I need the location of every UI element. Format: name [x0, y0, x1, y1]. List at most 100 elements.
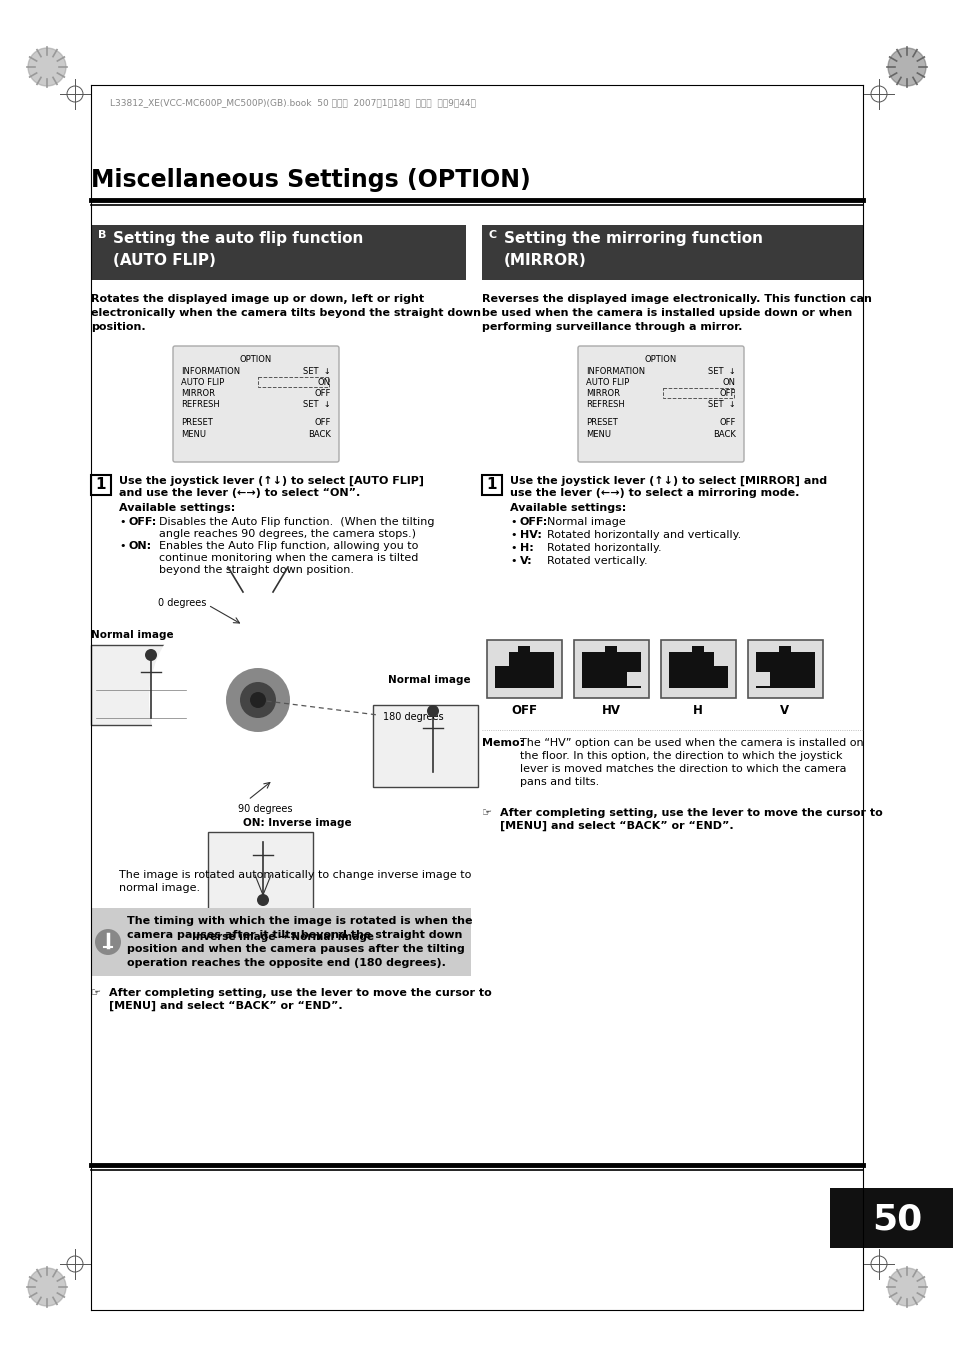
Bar	[486, 640, 561, 698]
Bar	[574, 640, 648, 698]
Text: ☞: ☞	[91, 988, 101, 998]
Bar	[495, 653, 509, 666]
Text: ☞: ☞	[481, 808, 492, 817]
Text: 180 degrees: 180 degrees	[382, 712, 443, 721]
Text: Inverse image → Normal image: Inverse image → Normal image	[192, 932, 374, 942]
Text: continue monitoring when the camera is tilted: continue monitoring when the camera is t…	[159, 553, 418, 563]
Text: OFF: OFF	[511, 704, 537, 717]
Text: use the lever (←→) to select a mirroring mode.: use the lever (←→) to select a mirroring…	[510, 488, 799, 499]
Circle shape	[887, 1269, 925, 1306]
Text: After completing setting, use the lever to move the cursor to: After completing setting, use the lever …	[109, 988, 491, 998]
Text: SET  ↓: SET ↓	[303, 400, 331, 409]
Bar	[91, 476, 111, 494]
Bar	[755, 653, 814, 688]
Bar	[481, 476, 501, 494]
Text: ON: Inverse image: ON: Inverse image	[243, 817, 352, 828]
Bar	[662, 388, 733, 399]
Circle shape	[28, 1269, 66, 1306]
Text: electronically when the camera tilts beyond the straight down: electronically when the camera tilts bey…	[91, 308, 480, 317]
Text: Enables the Auto Flip function, allowing you to: Enables the Auto Flip function, allowing…	[159, 540, 418, 551]
Bar	[481, 226, 862, 280]
Text: ON:: ON:	[129, 540, 152, 551]
Text: Disables the Auto Flip function.  (When the tilting: Disables the Auto Flip function. (When t…	[159, 517, 434, 527]
Text: (MIRROR): (MIRROR)	[503, 253, 586, 267]
Bar	[373, 705, 477, 788]
Text: Use the joystick lever (↑↓) to select [MIRROR] and: Use the joystick lever (↑↓) to select [M…	[510, 476, 826, 486]
Text: MENU: MENU	[585, 430, 610, 439]
Text: V: V	[780, 704, 789, 717]
Text: OFF:: OFF:	[519, 517, 548, 527]
Circle shape	[256, 894, 269, 907]
Text: 90 degrees: 90 degrees	[237, 804, 293, 815]
Circle shape	[427, 705, 438, 717]
Text: H:: H:	[519, 543, 533, 553]
Bar	[581, 653, 640, 688]
Text: The image is rotated automatically to change inverse image to: The image is rotated automatically to ch…	[119, 870, 471, 880]
Text: •: •	[119, 517, 126, 527]
Text: Reverses the displayed image electronically. This function can: Reverses the displayed image electronica…	[481, 295, 871, 304]
Text: H: H	[692, 704, 702, 717]
Text: B: B	[98, 230, 107, 240]
Text: BACK: BACK	[308, 430, 331, 439]
Text: operation reaches the opposite end (180 degrees).: operation reaches the opposite end (180 …	[127, 958, 445, 969]
Bar	[257, 377, 329, 386]
Circle shape	[240, 682, 275, 717]
Text: camera pauses after it tilts beyond the straight down: camera pauses after it tilts beyond the …	[127, 929, 462, 940]
Text: normal image.: normal image.	[119, 884, 200, 893]
Text: the floor. In this option, the direction to which the joystick: the floor. In this option, the direction…	[519, 751, 841, 761]
Text: Miscellaneous Settings (OPTION): Miscellaneous Settings (OPTION)	[91, 168, 530, 192]
Bar	[713, 653, 727, 666]
FancyBboxPatch shape	[172, 346, 338, 462]
Text: MENU: MENU	[181, 430, 206, 439]
Text: Memo:: Memo:	[481, 738, 523, 748]
Text: After completing setting, use the lever to move the cursor to: After completing setting, use the lever …	[499, 808, 882, 817]
Bar	[178, 928, 388, 950]
Text: REFRESH: REFRESH	[181, 400, 219, 409]
Bar	[517, 646, 530, 657]
Bar	[604, 646, 617, 657]
Text: L33812_XE(VCC-MC600P_MC500P)(GB).book  50 ページ  2007年1月18日  木曜日  午前9時44分: L33812_XE(VCC-MC600P_MC500P)(GB).book 50…	[110, 99, 476, 107]
Text: V:: V:	[519, 557, 532, 566]
Text: performing surveillance through a mirror.: performing surveillance through a mirror…	[481, 322, 741, 332]
Text: and use the lever (←→) to select “ON”.: and use the lever (←→) to select “ON”.	[119, 488, 360, 499]
Text: OFF:: OFF:	[129, 517, 157, 527]
Circle shape	[145, 648, 157, 661]
Text: Use the joystick lever (↑↓) to select [AUTO FLIP]: Use the joystick lever (↑↓) to select [A…	[119, 476, 423, 486]
Text: 1: 1	[95, 477, 106, 492]
Bar	[755, 671, 769, 686]
Bar	[91, 644, 191, 725]
Text: AUTO FLIP: AUTO FLIP	[585, 378, 629, 386]
Text: REFRESH: REFRESH	[585, 400, 624, 409]
Text: position.: position.	[91, 322, 146, 332]
Text: [MENU] and select “BACK” or “END”.: [MENU] and select “BACK” or “END”.	[109, 1001, 342, 1012]
Text: pans and tilts.: pans and tilts.	[519, 777, 598, 788]
Text: MIRROR: MIRROR	[181, 389, 214, 399]
Text: 0 degrees: 0 degrees	[158, 598, 206, 608]
Text: [MENU] and select “BACK” or “END”.: [MENU] and select “BACK” or “END”.	[499, 821, 733, 831]
Text: •: •	[510, 557, 516, 566]
Circle shape	[95, 929, 121, 955]
Bar	[495, 653, 554, 688]
Text: 50: 50	[871, 1202, 922, 1238]
Circle shape	[150, 592, 366, 808]
Text: (AUTO FLIP): (AUTO FLIP)	[112, 253, 215, 267]
FancyBboxPatch shape	[578, 346, 743, 462]
Text: Rotates the displayed image up or down, left or right: Rotates the displayed image up or down, …	[91, 295, 424, 304]
Text: The “HV” option can be used when the camera is installed on: The “HV” option can be used when the cam…	[519, 738, 862, 748]
Text: OFF: OFF	[314, 417, 331, 427]
Text: position and when the camera pauses after the tilting: position and when the camera pauses afte…	[127, 944, 464, 954]
Bar	[668, 653, 727, 688]
Text: Normal image: Normal image	[388, 676, 470, 685]
Text: PRESET: PRESET	[181, 417, 213, 427]
Text: Rotated horizontally.: Rotated horizontally.	[546, 543, 661, 553]
Circle shape	[250, 692, 266, 708]
Text: SET  ↓: SET ↓	[303, 367, 331, 376]
Text: •: •	[510, 543, 516, 553]
Text: Rotated horizontally and vertically.: Rotated horizontally and vertically.	[546, 530, 740, 540]
Text: MIRROR: MIRROR	[585, 389, 619, 399]
Text: PRESET: PRESET	[585, 417, 618, 427]
Text: OPTION: OPTION	[239, 355, 272, 363]
Text: ON: ON	[317, 378, 331, 386]
Text: ON: ON	[722, 378, 735, 386]
Bar	[208, 832, 313, 915]
